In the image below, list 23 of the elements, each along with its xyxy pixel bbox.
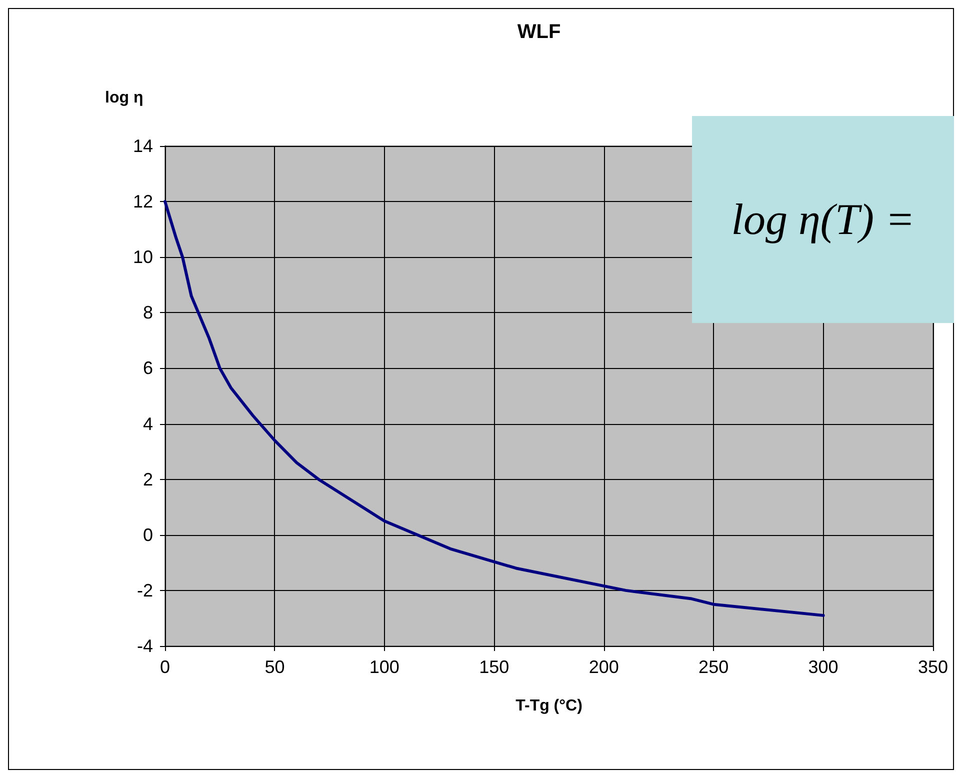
annotation: log η(T) = [731,194,915,245]
y-axis-title: log η [105,90,144,106]
x-tick-label: 50 [264,657,285,677]
x-tick-label: 200 [588,657,619,677]
y-tick-label: 12 [132,192,153,212]
formula-box: log η(T) = [692,116,954,323]
y-tick-label: 0 [142,524,153,545]
chart-title: WLF [517,21,561,43]
x-tick-label: 300 [808,657,838,677]
y-tick-label: 6 [142,358,153,378]
x-tick-label: 100 [369,657,400,677]
x-tick-label: 350 [918,657,948,677]
y-tick-label: 10 [132,247,153,268]
y-tick-label: 8 [142,302,153,323]
y-tick-label: -4 [136,636,153,656]
y-tick-label: 4 [142,414,153,434]
x-axis-title: T-Tg (°C) [516,698,582,714]
y-tick-label: 14 [132,136,153,156]
y-tick-label: 2 [142,469,153,490]
x-tick-label: 0 [160,657,170,677]
y-tick-label: -2 [136,580,153,600]
x-tick-label: 250 [698,657,729,677]
x-tick-label: 150 [479,657,510,677]
